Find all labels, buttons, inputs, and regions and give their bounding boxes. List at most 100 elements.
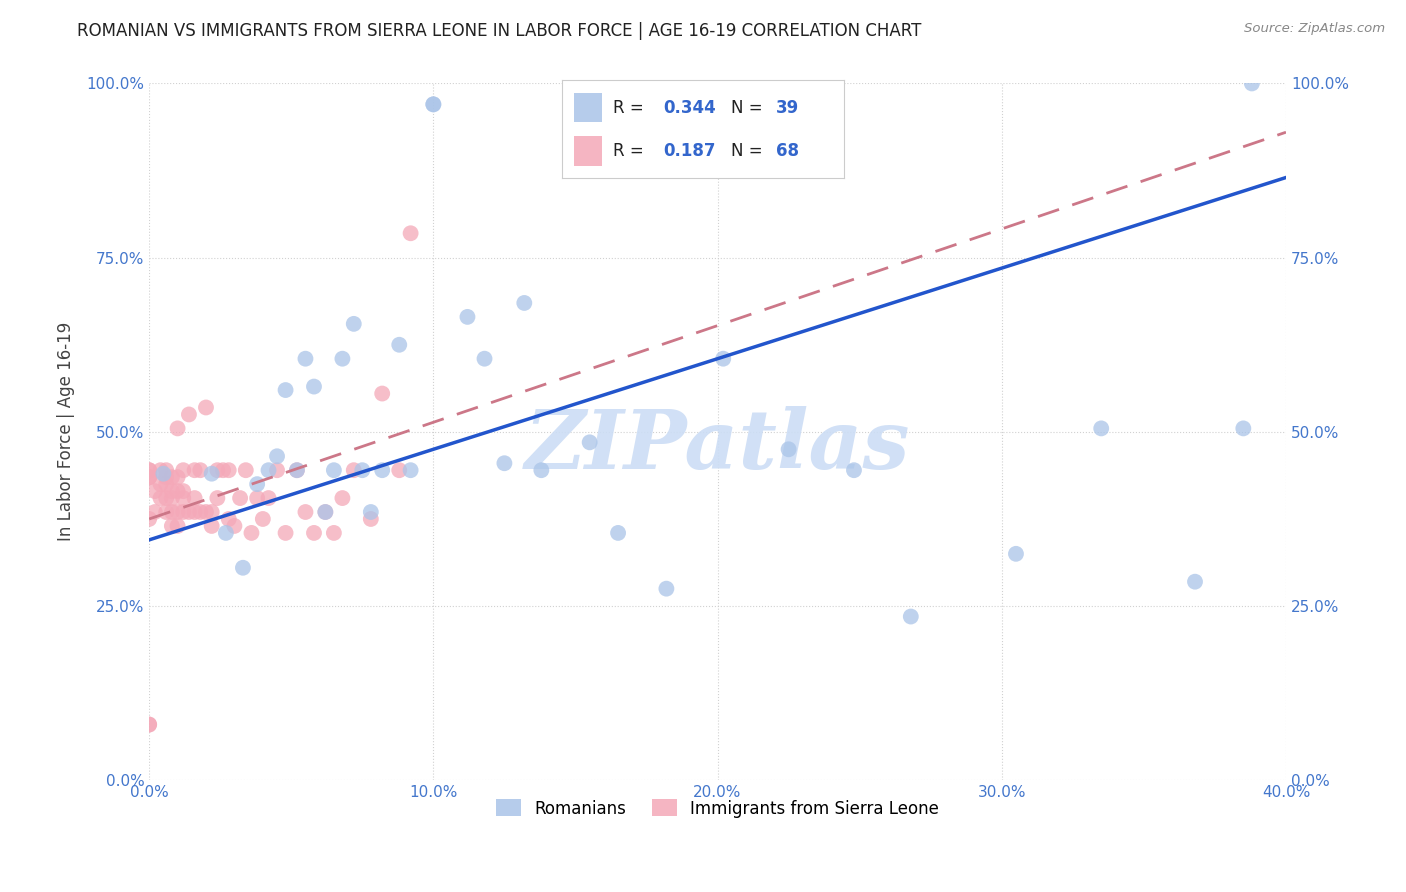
Point xyxy=(207,463,229,477)
Point xyxy=(274,383,297,397)
Point xyxy=(1090,421,1112,435)
Point xyxy=(224,519,246,533)
Point xyxy=(138,463,160,477)
Point xyxy=(138,470,160,484)
Bar xyxy=(574,93,602,122)
Point xyxy=(183,463,205,477)
Point xyxy=(1240,77,1263,91)
Point xyxy=(172,505,194,519)
Point xyxy=(513,296,536,310)
Point xyxy=(160,505,183,519)
Point xyxy=(183,505,205,519)
Point xyxy=(138,717,160,731)
Point xyxy=(232,560,254,574)
Text: Source: ZipAtlas.com: Source: ZipAtlas.com xyxy=(1244,22,1385,36)
Point xyxy=(166,470,188,484)
Point xyxy=(274,525,297,540)
Point xyxy=(166,484,188,499)
Point xyxy=(155,463,177,477)
Point xyxy=(246,477,269,491)
Point xyxy=(201,467,224,481)
Point xyxy=(155,491,177,505)
Point xyxy=(530,463,553,477)
Point xyxy=(155,477,177,491)
Point xyxy=(235,463,257,477)
Point xyxy=(138,512,160,526)
Point xyxy=(360,512,382,526)
Bar xyxy=(574,136,602,166)
Point xyxy=(212,463,235,477)
Point xyxy=(160,491,183,505)
Point xyxy=(711,351,734,366)
Point xyxy=(607,525,630,540)
Point xyxy=(138,717,160,731)
Point xyxy=(138,470,160,484)
Point xyxy=(1184,574,1206,589)
Point xyxy=(172,491,194,505)
Point xyxy=(302,379,325,393)
Point xyxy=(266,450,288,464)
Point xyxy=(422,97,444,112)
Point xyxy=(201,505,224,519)
Point xyxy=(160,470,183,484)
Point xyxy=(188,463,211,477)
Text: N =: N = xyxy=(731,99,768,117)
Text: 0.344: 0.344 xyxy=(664,99,717,117)
Point xyxy=(177,505,200,519)
Point xyxy=(252,512,274,526)
Point xyxy=(155,470,177,484)
Point xyxy=(388,463,411,477)
Point xyxy=(285,463,308,477)
Point xyxy=(188,505,211,519)
Point xyxy=(257,463,280,477)
Text: 68: 68 xyxy=(776,142,799,160)
Point xyxy=(218,512,240,526)
Point xyxy=(900,609,922,624)
Text: R =: R = xyxy=(613,99,650,117)
Point xyxy=(322,525,344,540)
Point xyxy=(195,505,218,519)
Point xyxy=(143,484,166,499)
Point xyxy=(371,463,394,477)
Point xyxy=(322,463,344,477)
Point xyxy=(294,351,316,366)
Point xyxy=(343,463,366,477)
Point xyxy=(172,463,194,477)
Point xyxy=(218,463,240,477)
Point xyxy=(578,435,600,450)
Point xyxy=(229,491,252,505)
Point xyxy=(474,351,496,366)
Point xyxy=(215,525,238,540)
Point xyxy=(143,505,166,519)
Point xyxy=(155,505,177,519)
Point xyxy=(201,519,224,533)
Point xyxy=(778,442,800,457)
Point xyxy=(360,505,382,519)
Point xyxy=(1232,421,1254,435)
Point xyxy=(314,505,336,519)
Point xyxy=(343,317,366,331)
Point xyxy=(1005,547,1028,561)
Point xyxy=(177,408,200,422)
Point xyxy=(257,491,280,505)
Point xyxy=(166,421,188,435)
Point xyxy=(302,525,325,540)
Point xyxy=(655,582,678,596)
Point xyxy=(172,484,194,499)
Point xyxy=(332,491,354,505)
Text: R =: R = xyxy=(613,142,650,160)
Point xyxy=(160,484,183,499)
Text: 0.187: 0.187 xyxy=(664,142,716,160)
Point xyxy=(266,463,288,477)
Point xyxy=(352,463,374,477)
Text: 39: 39 xyxy=(776,99,800,117)
Point xyxy=(166,505,188,519)
Point xyxy=(314,505,336,519)
Point xyxy=(422,97,444,112)
Point xyxy=(494,456,516,470)
Point xyxy=(152,467,174,481)
Text: N =: N = xyxy=(731,142,768,160)
Point xyxy=(149,491,172,505)
Point xyxy=(842,463,865,477)
Text: ZIPatlas: ZIPatlas xyxy=(524,406,910,486)
